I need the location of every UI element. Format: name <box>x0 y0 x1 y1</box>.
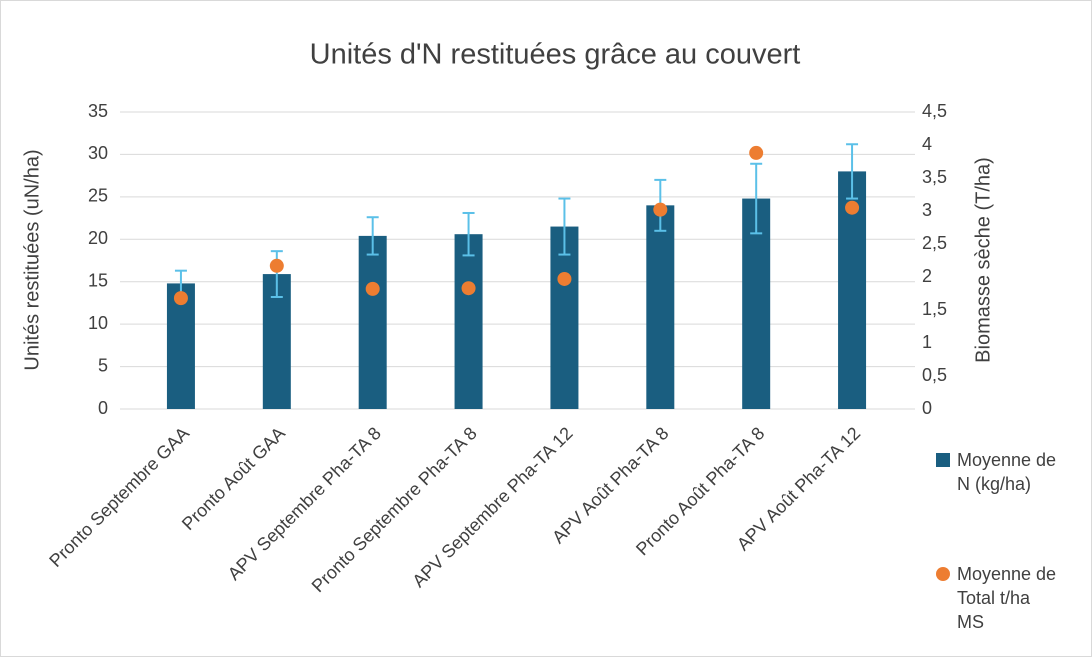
point <box>557 271 572 286</box>
y2-tick-label: 0,5 <box>922 365 947 385</box>
y-tick-label: 10 <box>88 313 108 333</box>
y2-tick-label: 2,5 <box>922 233 947 253</box>
y-tick-label: 0 <box>98 398 108 418</box>
y-axis-label: Unités restituées (uN/ha) <box>21 149 43 370</box>
bar <box>454 234 483 409</box>
y-tick-label: 15 <box>88 270 108 290</box>
legend-label: Moyenne de N (kg/ha) <box>957 450 1057 494</box>
y2-axis-label: Biomasse sèche (T/ha) <box>972 157 994 363</box>
y2-tick-label: 2 <box>922 266 932 286</box>
point <box>461 281 476 296</box>
y2-tick-label: 4 <box>922 134 932 154</box>
y2-tick-label: 3 <box>922 200 932 220</box>
y2-tick-label: 4,5 <box>922 101 947 121</box>
y2-tick-label: 0 <box>922 398 932 418</box>
y-tick-label: 20 <box>88 228 108 248</box>
bar <box>550 226 579 409</box>
y-tick-label: 5 <box>98 355 108 375</box>
y2-tick-label: 1 <box>922 332 932 352</box>
y-tick-label: 25 <box>88 186 108 206</box>
y2-tick-label: 1,5 <box>922 299 947 319</box>
bar <box>646 205 675 409</box>
point <box>269 258 284 273</box>
point <box>845 200 860 215</box>
y-tick-label: 35 <box>88 101 108 121</box>
point <box>365 281 380 296</box>
legend-marker <box>936 567 950 581</box>
y-tick-label: 30 <box>88 143 108 163</box>
bar <box>358 235 387 409</box>
point <box>749 145 764 160</box>
legend-label: Moyenne de Total t/ha MS <box>957 564 1057 632</box>
chart-title: Unités d'N restituées grâce au couvert <box>310 39 801 71</box>
point <box>653 202 668 217</box>
legend-marker <box>936 453 950 467</box>
y2-tick-label: 3,5 <box>922 167 947 187</box>
point <box>173 291 188 306</box>
